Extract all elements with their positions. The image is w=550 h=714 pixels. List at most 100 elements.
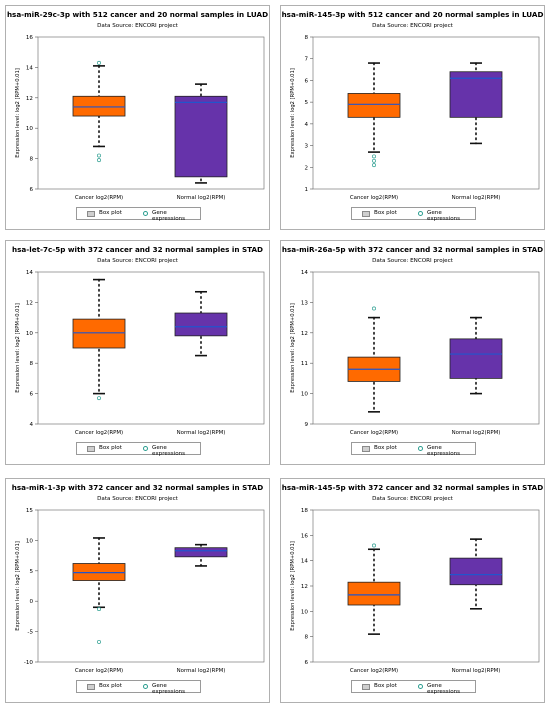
outlier-point <box>97 153 101 158</box>
outlier-point <box>97 158 101 163</box>
y-tick-label: 14 <box>26 270 34 276</box>
y-tick-label: -5 <box>27 630 33 636</box>
box-plot-swatch-icon <box>362 446 370 452</box>
x-category-label: Cancer log2(RPM) <box>350 195 398 201</box>
chart-title: hsa-miR-145-3p with 512 cancer and 20 no… <box>281 10 544 19</box>
box-iqr <box>449 71 503 118</box>
chart-panel-1: hsa-miR-29c-3p with 512 cancer and 20 no… <box>5 5 270 230</box>
box-plot-swatch-icon <box>87 684 95 690</box>
gene-point-icon <box>418 684 423 689</box>
box-iqr <box>347 93 401 118</box>
outlier-point <box>97 396 101 401</box>
legend-points-label: Gene expressions <box>152 683 186 695</box>
chart-title: hsa-miR-145-5p with 372 cancer and 32 no… <box>281 483 544 492</box>
box-plot-swatch-icon <box>87 446 95 452</box>
x-category-label: Cancer log2(RPM) <box>350 668 398 674</box>
boxplot-svg: 6 8 10 12 14 16 Expression level: log2 [RPM+0.… <box>15 35 265 201</box>
box-iqr <box>174 95 228 178</box>
chart-legend[interactable]: Box plot Gene expressions <box>76 207 201 222</box>
outlier-point <box>97 60 101 65</box>
chart-legend[interactable]: Box plot Gene expressions <box>76 442 201 457</box>
chart-panel-4: hsa-miR-26a-5p with 372 cancer and 32 no… <box>280 240 545 465</box>
y-tick-label: 10 <box>26 538 34 544</box>
chart-title: hsa-miR-26a-5p with 372 cancer and 32 no… <box>281 245 544 254</box>
y-tick-label: 2 <box>304 165 308 171</box>
x-category-label: Cancer log2(RPM) <box>350 430 398 436</box>
y-axis-label: Expression level: log2 [RPM+0.01] <box>290 303 296 393</box>
gene-point-icon <box>143 446 148 451</box>
x-category-label: Normal log2(RPM) <box>452 430 501 436</box>
y-tick-label: 1 <box>304 187 308 193</box>
y-axis-label: Expression level: log2 [RPM+0.01] <box>15 541 21 631</box>
gene-point-icon <box>418 446 423 451</box>
plot-area-frame <box>37 509 265 663</box>
box-iqr <box>347 581 401 606</box>
chart-legend[interactable]: Box plot Gene expressions <box>351 680 476 695</box>
chart-subtitle: Data Source: ENCORI project <box>97 23 178 29</box>
y-tick-label: 6 <box>29 187 33 193</box>
chart-panel-3: hsa-let-7c-5p with 372 cancer and 32 nor… <box>5 240 270 465</box>
plot-area-frame <box>37 36 265 190</box>
y-tick-label: 11 <box>301 361 309 367</box>
y-tick-label: -10 <box>24 660 34 666</box>
y-tick-label: 10 <box>301 609 309 615</box>
box-iqr <box>449 338 503 379</box>
gene-point-icon <box>143 684 148 689</box>
chart-panel-2: hsa-miR-145-3p with 512 cancer and 20 no… <box>280 5 545 230</box>
y-tick-label: 6 <box>304 660 308 666</box>
y-tick-label: 15 <box>26 508 34 514</box>
y-tick-label: 13 <box>301 300 309 306</box>
y-axis-label: Expression level: log2 [RPM+0.01] <box>290 541 296 631</box>
y-tick-label: 10 <box>26 331 34 337</box>
box-plot-swatch-icon <box>362 684 370 690</box>
chart-subtitle: Data Source: ENCORI project <box>97 496 178 502</box>
y-tick-label: 8 <box>29 157 33 163</box>
plot-area-frame <box>37 271 265 425</box>
legend-points-label: Gene expressions <box>152 210 186 222</box>
y-axis-label: Expression level: log2 [RPM+0.01] <box>15 303 21 393</box>
y-tick-label: 4 <box>304 122 308 128</box>
legend-points-label: Gene expressions <box>152 445 186 457</box>
outlier-point <box>372 158 376 163</box>
chart-subtitle: Data Source: ENCORI project <box>372 258 453 264</box>
chart-subtitle: Data Source: ENCORI project <box>97 258 178 264</box>
y-tick-label: 9 <box>304 422 308 428</box>
legend-points-label: Gene expressions <box>427 445 461 457</box>
chart-legend[interactable]: Box plot Gene expressions <box>351 207 476 222</box>
box-plot-swatch-icon <box>362 211 370 217</box>
box-iqr <box>72 563 126 581</box>
y-axis-label: Expression level: log2 [RPM+0.01] <box>290 68 296 158</box>
x-category-label: Normal log2(RPM) <box>452 195 501 201</box>
chart-legend[interactable]: Box plot Gene expressions <box>351 442 476 457</box>
y-tick-label: 10 <box>301 392 309 398</box>
outlier-point <box>97 639 101 644</box>
y-tick-label: 14 <box>26 65 34 71</box>
outlier-point <box>372 154 376 159</box>
box-iqr <box>174 312 228 337</box>
chart-legend[interactable]: Box plot Gene expressions <box>76 680 201 695</box>
y-tick-label: 6 <box>304 78 308 84</box>
x-category-label: Cancer log2(RPM) <box>75 430 123 436</box>
plot-area-frame <box>312 509 540 663</box>
boxplot-svg: -10 -5 0 5 10 15 Expression level: log2 [RPM+0… <box>15 508 265 674</box>
chart-panel-6: hsa-miR-145-5p with 372 cancer and 32 no… <box>280 478 545 703</box>
plot-area-frame <box>312 271 540 425</box>
y-tick-label: 12 <box>26 300 33 306</box>
chart-title: hsa-miR-1-3p with 372 cancer and 32 norm… <box>11 483 264 492</box>
legend-box-label: Box plot <box>374 445 397 451</box>
x-category-label: Normal log2(RPM) <box>177 430 226 436</box>
legend-box-label: Box plot <box>374 210 397 216</box>
plot-area-frame <box>312 36 540 190</box>
y-tick-label: 4 <box>29 422 33 428</box>
outlier-point <box>372 306 376 311</box>
chart-subtitle: Data Source: ENCORI project <box>372 496 453 502</box>
x-category-label: Normal log2(RPM) <box>177 195 226 201</box>
box-iqr <box>72 95 126 117</box>
y-tick-label: 16 <box>301 533 309 539</box>
y-tick-label: 16 <box>26 35 34 41</box>
y-tick-label: 5 <box>304 100 308 106</box>
boxplot-svg: 6 8 10 12 14 16 18 Expression level: log2 [RPM+… <box>290 508 540 674</box>
legend-box-label: Box plot <box>99 683 122 689</box>
y-tick-label: 12 <box>301 331 308 337</box>
legend-box-label: Box plot <box>99 445 122 451</box>
